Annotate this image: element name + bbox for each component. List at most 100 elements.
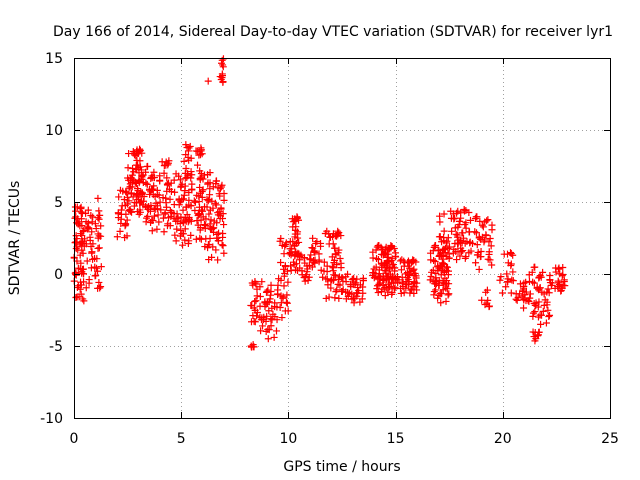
data-point: [384, 280, 392, 288]
data-point: [531, 263, 539, 271]
data-point: [311, 248, 319, 256]
data-point: [176, 198, 184, 206]
data-point: [457, 244, 465, 252]
data-point: [116, 186, 124, 194]
plot-frame: [74, 58, 611, 419]
data-point: [88, 248, 96, 256]
data-point: [220, 249, 228, 257]
data-point: [124, 193, 132, 201]
data-point: [373, 255, 381, 263]
data-point: [543, 301, 551, 309]
data-point: [249, 281, 257, 289]
data-point: [170, 176, 178, 184]
data-point: [125, 197, 133, 205]
data-point: [95, 207, 103, 215]
x-tick-label: 10: [279, 431, 297, 447]
data-point: [160, 228, 168, 236]
data-point: [140, 193, 148, 201]
data-point: [220, 196, 228, 204]
data-point: [453, 256, 461, 264]
data-point: [436, 233, 444, 241]
data-point: [95, 232, 103, 240]
data-point: [333, 261, 341, 269]
data-point: [253, 312, 261, 320]
data-point: [134, 150, 142, 158]
chart-title: Day 166 of 2014, Sidereal Day-to-day VTE…: [53, 24, 613, 40]
data-point: [513, 296, 521, 304]
data-point: [207, 225, 215, 233]
data-point: [468, 240, 476, 248]
data-point: [80, 278, 88, 286]
data-point: [212, 201, 220, 209]
data-point: [276, 304, 284, 312]
data-point: [138, 175, 146, 183]
data-point: [181, 236, 189, 244]
data-point: [261, 299, 269, 307]
data-point: [400, 257, 408, 265]
data-point: [77, 259, 85, 267]
data-point: [444, 244, 452, 252]
data-point: [204, 197, 212, 205]
data-point: [300, 254, 308, 262]
data-point: [292, 223, 300, 231]
data-point: [156, 198, 164, 206]
data-point: [353, 292, 361, 300]
data-point: [194, 161, 202, 169]
data-point: [167, 213, 175, 221]
data-point: [77, 215, 85, 223]
data-point: [263, 312, 271, 320]
data-point: [496, 276, 504, 284]
data-point: [77, 230, 85, 238]
data-point: [534, 303, 542, 311]
data-point: [72, 245, 80, 253]
data-point: [482, 231, 490, 239]
data-point: [219, 233, 227, 241]
data-point: [285, 250, 293, 258]
data-point: [194, 221, 202, 229]
data-point: [473, 241, 481, 249]
data-point: [83, 225, 91, 233]
data-point: [486, 235, 494, 243]
data-point: [475, 265, 483, 273]
data-point: [256, 283, 264, 291]
data-point: [526, 290, 534, 298]
data-point: [431, 258, 439, 266]
data-point: [203, 195, 211, 203]
data-point: [331, 256, 339, 264]
data-point: [385, 275, 393, 283]
data-point: [149, 174, 157, 182]
data-point: [195, 209, 203, 217]
data-point: [292, 250, 300, 258]
data-point: [328, 263, 336, 271]
data-point: [448, 227, 456, 235]
data-point: [205, 256, 213, 264]
data-point: [270, 333, 278, 341]
data-point: [162, 194, 170, 202]
data-point: [552, 264, 560, 272]
x-tick-label: 5: [177, 431, 186, 447]
data-point: [358, 295, 366, 303]
data-point: [388, 260, 396, 268]
data-point: [139, 201, 147, 209]
data-point: [134, 187, 142, 195]
data-point: [443, 253, 451, 261]
data-point: [444, 234, 452, 242]
data-point: [267, 322, 275, 330]
data-point: [200, 221, 208, 229]
data-point: [134, 161, 142, 169]
data-point: [204, 180, 212, 188]
data-point: [95, 244, 103, 252]
data-point: [203, 203, 211, 211]
data-point: [530, 333, 538, 341]
data-point: [210, 224, 218, 232]
data-point: [331, 271, 339, 279]
data-point: [309, 234, 317, 242]
data-point: [197, 147, 205, 155]
data-point: [117, 215, 125, 223]
data-point: [310, 247, 318, 255]
data-point: [220, 221, 228, 229]
data-point: [262, 327, 270, 335]
data-point: [485, 250, 493, 258]
data-point: [267, 281, 275, 289]
data-point: [123, 232, 131, 240]
